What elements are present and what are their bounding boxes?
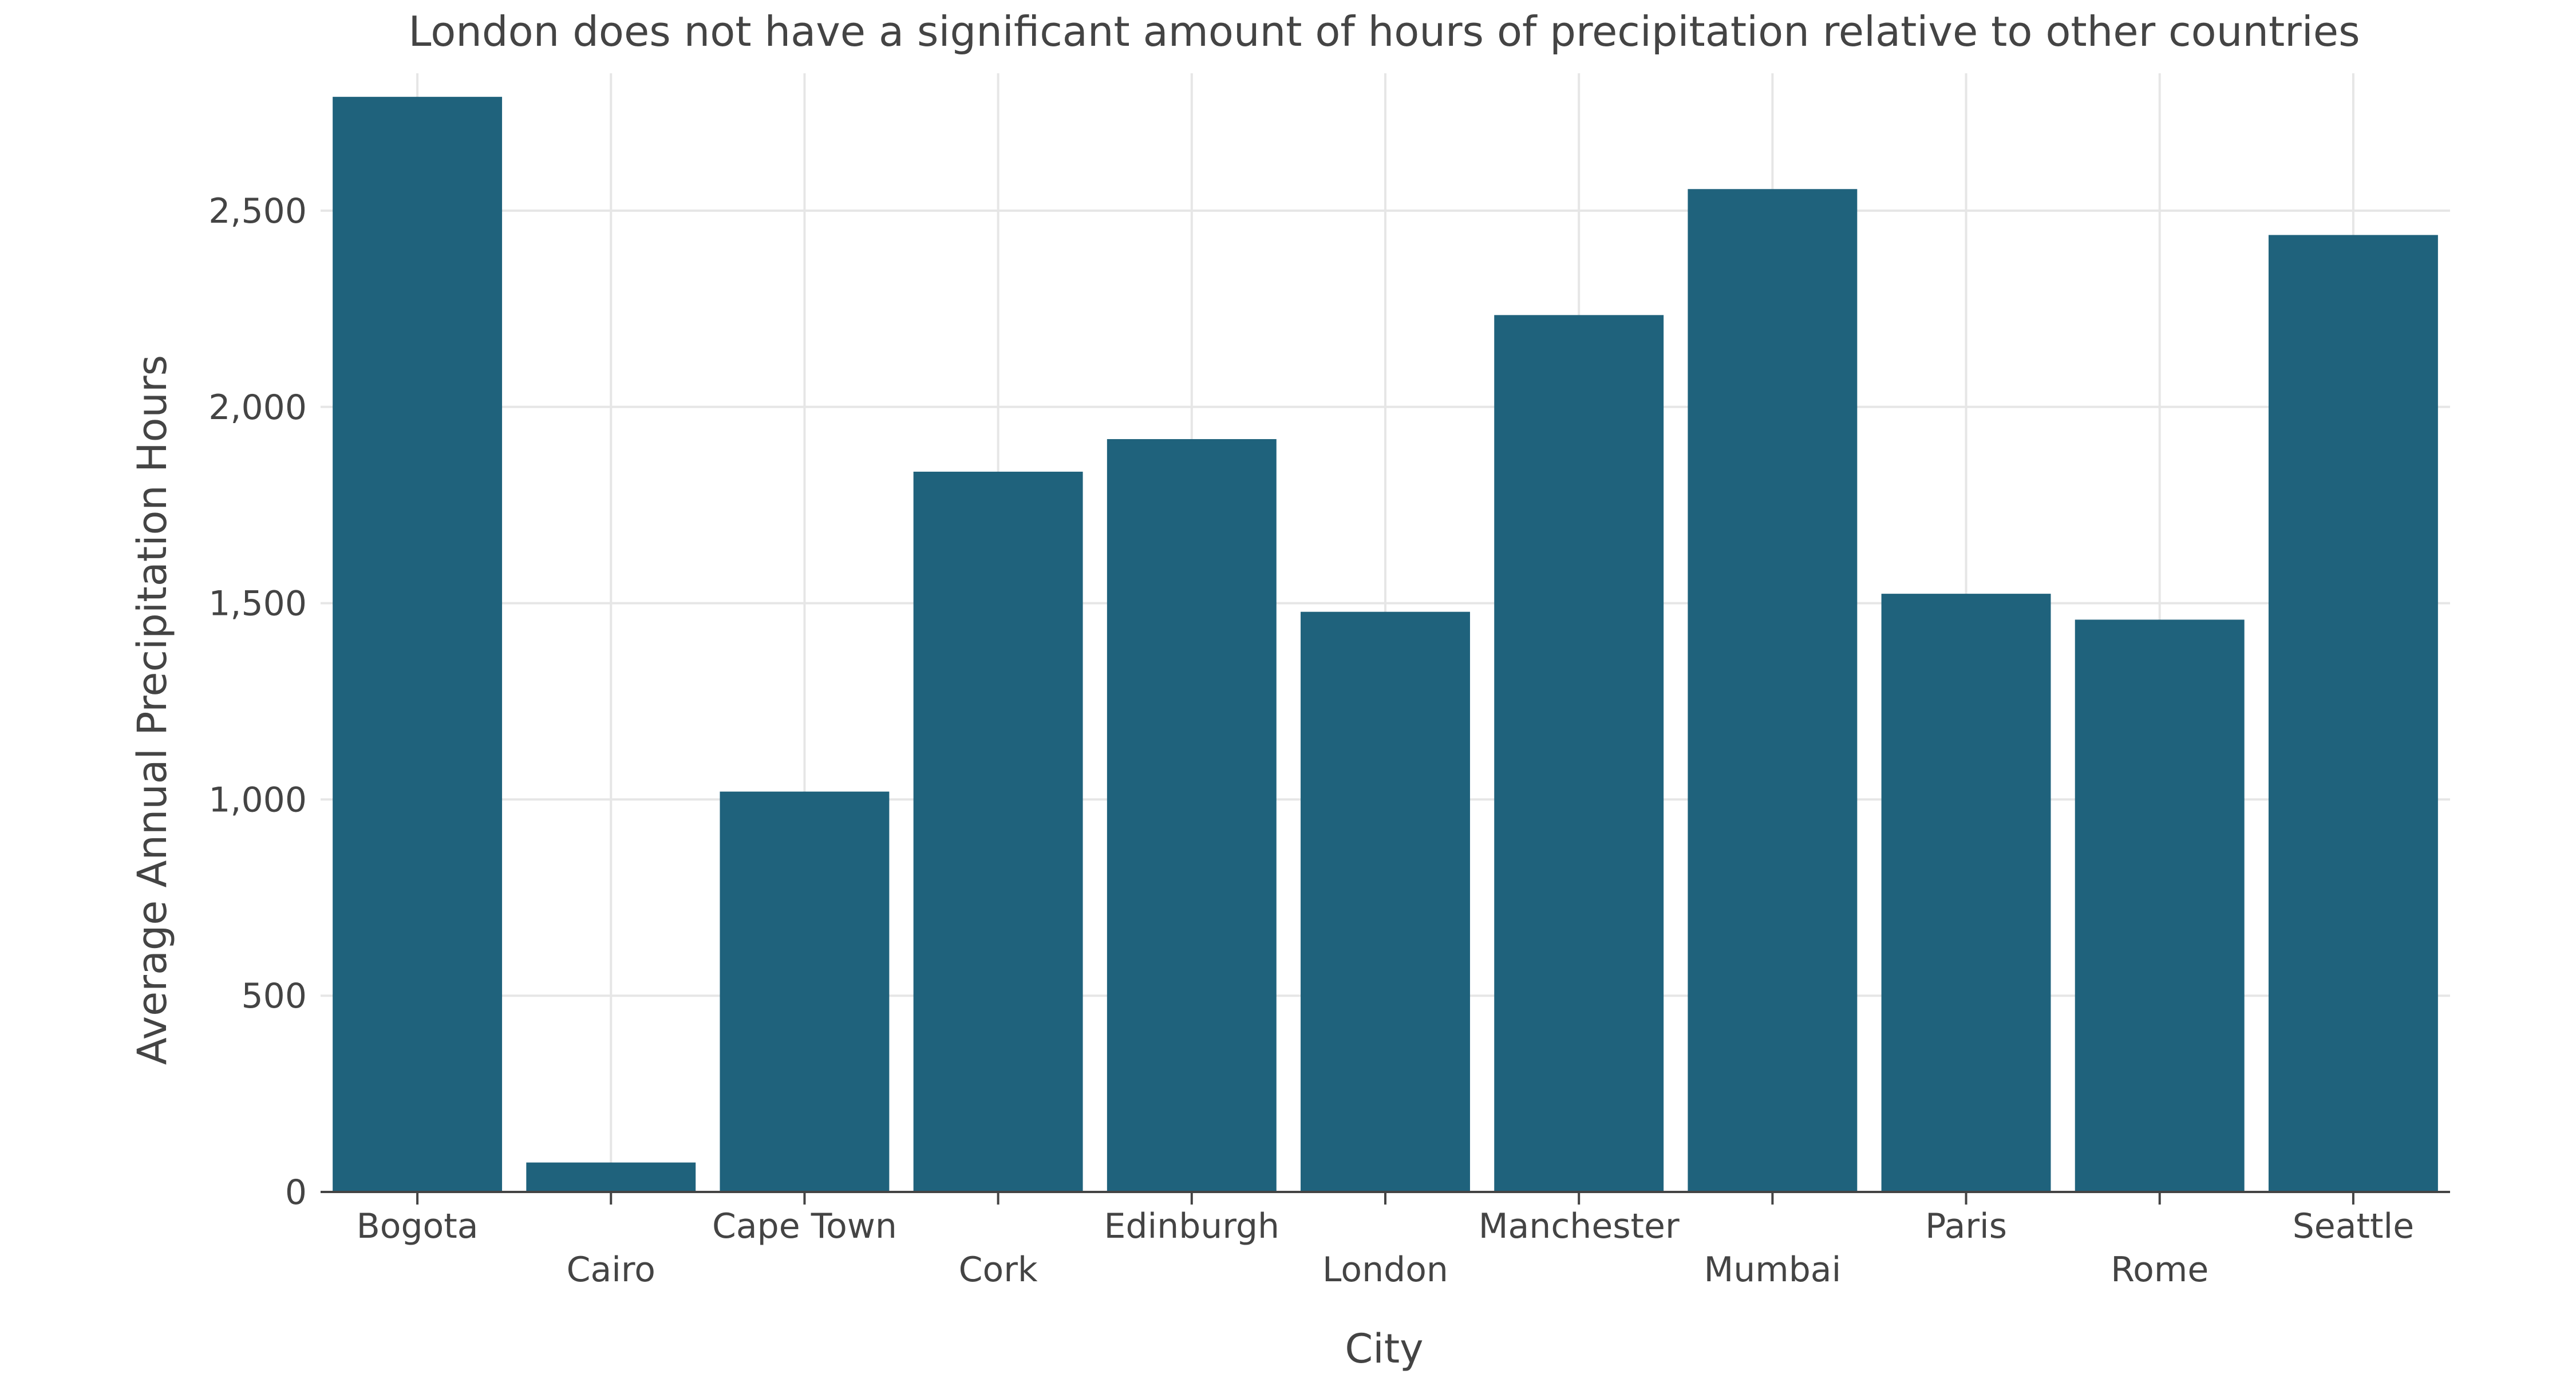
x-tick-label-edinburgh: Edinburgh — [1104, 1206, 1280, 1246]
x-tick-label-cape-town: Cape Town — [712, 1206, 897, 1246]
x-tick-label-cork: Cork — [959, 1250, 1038, 1290]
bar-cape-town — [720, 791, 890, 1192]
axes: 0 500 1,000 1,500 2,000 2,500 Bogota Cairo Cape … — [208, 191, 2450, 1290]
x-tick-label-bogota: Bogota — [357, 1206, 479, 1246]
bar-seattle — [2268, 235, 2438, 1192]
y-tick-label-0: 0 — [285, 1172, 307, 1213]
y-tick-label-2000: 2,000 — [208, 388, 307, 428]
bars — [333, 97, 2438, 1193]
bar-cairo — [526, 1162, 696, 1192]
x-tick-label-paris: Paris — [1925, 1206, 2007, 1246]
x-tick-label-manchester: Manchester — [1479, 1206, 1680, 1246]
bar-edinburgh — [1107, 439, 1277, 1192]
y-axis-title: Average Annual Precipitation Hours — [129, 355, 176, 1065]
x-axis-title: City — [1345, 1325, 1423, 1372]
bar-london — [1301, 611, 1470, 1192]
chart-title: London does not have a significant amoun… — [408, 7, 2360, 56]
bar-cork — [913, 471, 1083, 1193]
bar-paris — [1881, 594, 2051, 1192]
x-tick-label-mumbai: Mumbai — [1704, 1250, 1841, 1290]
bar-manchester — [1494, 315, 1664, 1192]
x-tick-label-seattle: Seattle — [2293, 1206, 2414, 1246]
bar-bogota — [333, 97, 503, 1192]
x-tick-label-cairo: Cairo — [567, 1250, 655, 1290]
x-tick-label-london: London — [1322, 1250, 1448, 1290]
bar-rome — [2075, 619, 2245, 1192]
y-tick-label-2500: 2,500 — [208, 191, 307, 231]
y-tick-label-1000: 1,000 — [208, 780, 307, 820]
bar-mumbai — [1688, 189, 1858, 1193]
y-tick-label-500: 500 — [241, 976, 307, 1016]
y-tick-label-1500: 1,500 — [208, 584, 307, 624]
x-tick-label-rome: Rome — [2111, 1250, 2208, 1290]
